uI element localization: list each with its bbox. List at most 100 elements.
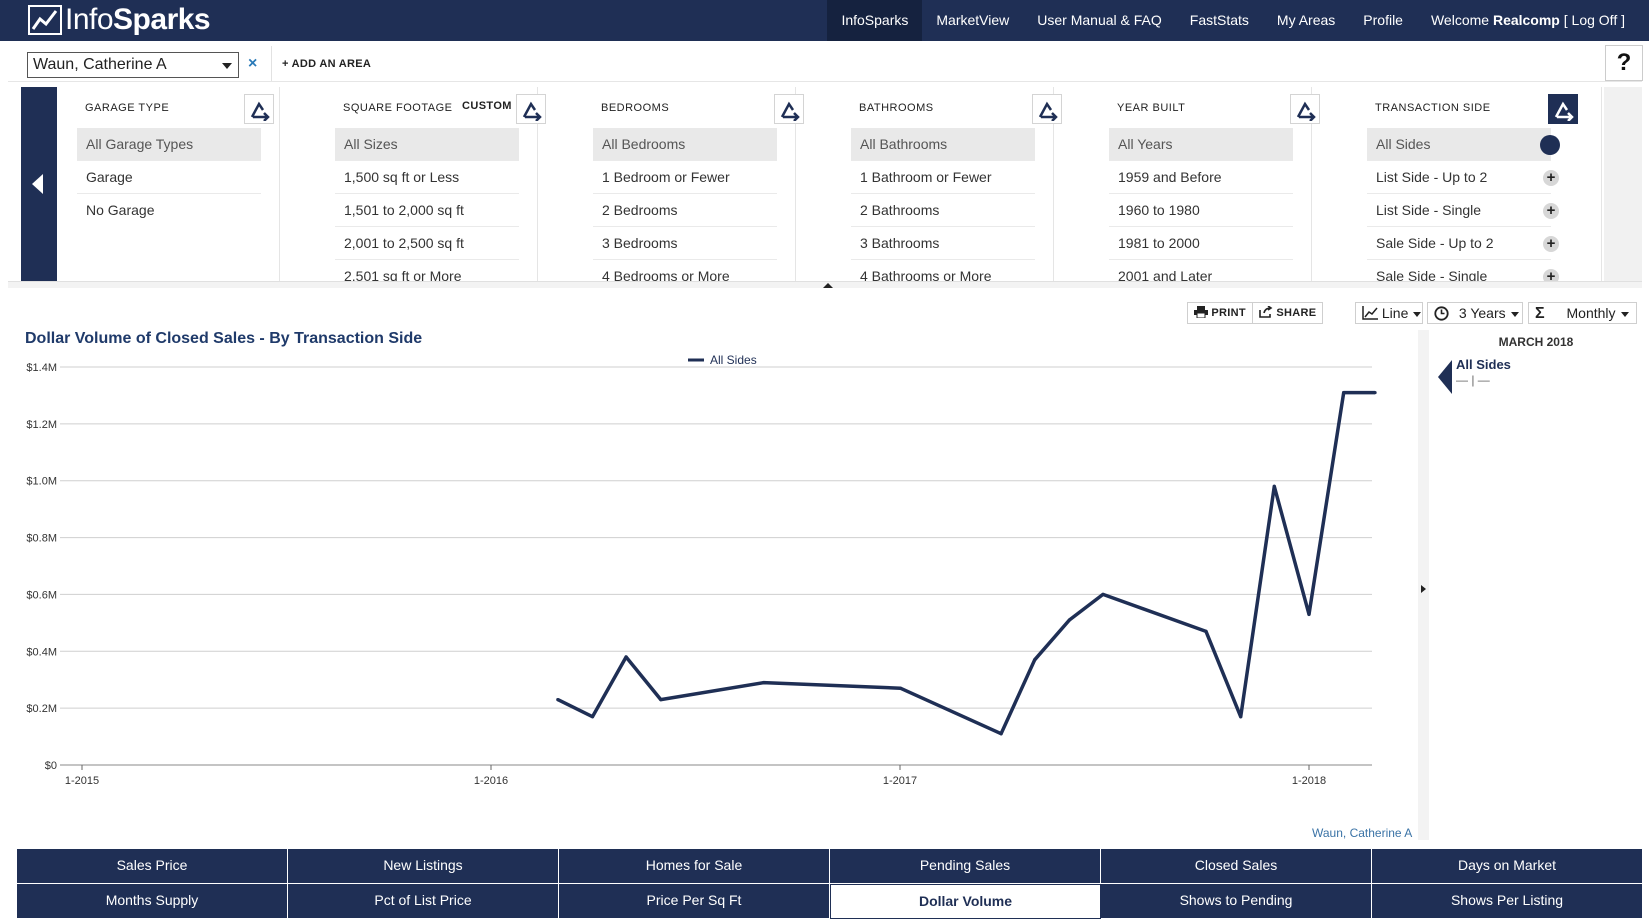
filter-group-bathrooms: BATHROOMS All Bathrooms 1 Bathroom or Fe… xyxy=(796,87,1062,284)
printer-icon xyxy=(1194,306,1208,319)
nav-profile[interactable]: Profile xyxy=(1363,12,1403,28)
filter-option[interactable]: 1960 to 1980 xyxy=(1109,194,1293,227)
print-button[interactable]: PRINT xyxy=(1187,302,1253,324)
filter-option[interactable]: No Garage xyxy=(86,202,155,218)
filter-group-year-built: YEAR BUILT All Years 1959 and Before 196… xyxy=(1054,87,1320,284)
filter-option[interactable]: 2,001 to 2,500 sq ft xyxy=(335,227,519,260)
nav-infosparks[interactable]: InfoSparks xyxy=(827,0,923,41)
filter-option[interactable]: 2001 and Later xyxy=(1118,268,1213,284)
period-dropdown[interactable]: Σ Monthly xyxy=(1528,302,1637,324)
filter-option[interactable]: List Side - Up to 2 xyxy=(1367,161,1551,194)
x-tick-label: 1-2018 xyxy=(1292,775,1326,787)
top-navbar: InfoSparks InfoSparks MarketView User Ma… xyxy=(0,0,1649,41)
collapse-up-icon[interactable] xyxy=(823,283,833,288)
filter-title: YEAR BUILT xyxy=(1117,102,1186,114)
nav-marketview[interactable]: MarketView xyxy=(936,12,1010,28)
plus-icon[interactable]: + xyxy=(1543,170,1559,186)
filter-settings-button[interactable] xyxy=(1032,94,1062,124)
tab-sales-price[interactable]: Sales Price xyxy=(17,849,288,884)
filter-option[interactable]: All Bedrooms xyxy=(593,128,777,161)
filter-option[interactable]: List Side - Single xyxy=(1367,194,1551,227)
main-nav: InfoSparks MarketView User Manual & FAQ … xyxy=(827,0,1649,41)
filter-options: All Bathrooms 1 Bathroom or Fewer 2 Bath… xyxy=(851,128,1035,293)
filter-option[interactable]: 4 Bedrooms or More xyxy=(602,268,730,284)
filter-option[interactable]: 2,501 sq ft or More xyxy=(344,268,462,284)
filter-option[interactable]: 1959 and Before xyxy=(1109,161,1293,194)
filter-option[interactable]: All Bathrooms xyxy=(851,128,1035,161)
filter-option[interactable]: All Sides xyxy=(1367,128,1551,161)
chevron-down-icon xyxy=(1620,311,1629,317)
divider xyxy=(271,46,272,81)
time-range-dropdown[interactable]: 3 Years xyxy=(1427,302,1523,324)
tab-months-supply[interactable]: Months Supply xyxy=(17,884,288,919)
chart-type-dropdown[interactable]: Line xyxy=(1355,302,1423,324)
nav-user-manual[interactable]: User Manual & FAQ xyxy=(1037,12,1162,28)
nav-faststats[interactable]: FastStats xyxy=(1189,12,1249,28)
help-button[interactable]: ? xyxy=(1605,45,1643,81)
infosparks-logo[interactable]: InfoSparks xyxy=(28,3,211,37)
data-point xyxy=(898,686,902,690)
data-point xyxy=(1101,592,1105,597)
area-select[interactable]: Waun, Catherine A xyxy=(27,52,239,78)
tab-homes-for-sale[interactable]: Homes for Sale xyxy=(559,849,830,884)
nav-my-areas[interactable]: My Areas xyxy=(1276,12,1336,28)
filter-option[interactable]: 1 Bathroom or Fewer xyxy=(851,161,1035,194)
filter-settings-button[interactable] xyxy=(774,94,804,124)
filter-option[interactable]: Sale Side - Single xyxy=(1376,268,1488,284)
funnel-arrow-icon xyxy=(780,101,800,121)
logoff-link[interactable]: [ Log Off ] xyxy=(1559,12,1625,28)
filter-option[interactable]: Sale Side - Up to 2 xyxy=(1367,227,1551,260)
remove-area-icon[interactable]: × xyxy=(248,55,258,72)
custom-link[interactable]: CUSTOM xyxy=(462,100,512,112)
arrow-right-icon[interactable] xyxy=(1421,585,1426,593)
data-point xyxy=(624,655,628,659)
filter-options: All Years 1959 and Before 1960 to 1980 1… xyxy=(1109,128,1293,293)
filter-title: BEDROOMS xyxy=(601,102,670,114)
tab-pending-sales[interactable]: Pending Sales xyxy=(830,849,1101,884)
details-pointer-icon xyxy=(1438,360,1452,394)
filter-option[interactable]: 3 Bathrooms xyxy=(851,227,1035,260)
y-tick-label: $0.6M xyxy=(26,589,57,601)
filter-scroll-right-area[interactable] xyxy=(1604,87,1642,282)
plus-icon[interactable]: + xyxy=(1543,236,1559,252)
tab-shows-per-listing[interactable]: Shows Per Listing xyxy=(1372,884,1643,919)
filter-option[interactable]: All Sizes xyxy=(335,128,519,161)
plus-icon[interactable]: + xyxy=(1543,203,1559,219)
arrow-left-icon xyxy=(32,174,43,194)
filter-option[interactable]: 1,500 sq ft or Less xyxy=(335,161,519,194)
filter-option[interactable]: 3 Bedrooms xyxy=(593,227,777,260)
filter-option[interactable]: 1 Bedroom or Fewer xyxy=(593,161,777,194)
selected-dot-icon[interactable] xyxy=(1540,135,1560,155)
share-button[interactable]: SHARE xyxy=(1252,302,1324,324)
area-credit: Waun, Catherine A xyxy=(1312,826,1413,840)
tab-dollar-volume[interactable]: Dollar Volume xyxy=(830,884,1101,919)
filter-settings-button[interactable] xyxy=(1548,94,1578,124)
y-tick-label: $1.0M xyxy=(26,476,57,488)
filter-options: All Bedrooms 1 Bedroom or Fewer 2 Bedroo… xyxy=(593,128,777,293)
sigma-icon: Σ xyxy=(1535,305,1545,322)
tab-days-on-market[interactable]: Days on Market xyxy=(1372,849,1643,884)
filter-group-transaction-side: TRANSACTION SIDE All Sides List Side - U… xyxy=(1312,87,1602,285)
tab-closed-sales[interactable]: Closed Sales xyxy=(1101,849,1372,884)
filter-option[interactable]: 1981 to 2000 xyxy=(1109,227,1293,260)
filter-option[interactable]: 2 Bathrooms xyxy=(851,194,1035,227)
filter-option[interactable]: 2 Bedrooms xyxy=(593,194,777,227)
tab-shows-to-pending[interactable]: Shows to Pending xyxy=(1101,884,1372,919)
filter-option[interactable]: 4 Bathrooms or More xyxy=(860,268,992,284)
tab-new-listings[interactable]: New Listings xyxy=(288,849,559,884)
filter-option[interactable]: All Garage Types xyxy=(77,128,261,161)
add-area-button[interactable]: + ADD AN AREA xyxy=(282,58,372,70)
filter-settings-button[interactable] xyxy=(244,94,274,124)
filter-scroll-left-button[interactable] xyxy=(21,87,57,282)
filter-option[interactable]: All Years xyxy=(1109,128,1293,161)
tab-pct-of-list-price[interactable]: Pct of List Price xyxy=(288,884,559,919)
tab-price-per-sq-ft[interactable]: Price Per Sq Ft xyxy=(559,884,830,919)
data-point xyxy=(762,680,766,685)
filter-option[interactable]: Garage xyxy=(77,161,261,194)
filter-group-square-footage: SQUARE FOOTAGE CUSTOM All Sizes 1,500 sq… xyxy=(280,87,546,284)
filter-settings-button[interactable] xyxy=(516,94,546,124)
filter-group-garage-type: GARAGE TYPE All Garage Types Garage No G… xyxy=(22,87,280,282)
filter-settings-button[interactable] xyxy=(1290,94,1320,124)
filter-title: GARAGE TYPE xyxy=(85,102,170,114)
filter-option[interactable]: 1,501 to 2,000 sq ft xyxy=(335,194,519,227)
